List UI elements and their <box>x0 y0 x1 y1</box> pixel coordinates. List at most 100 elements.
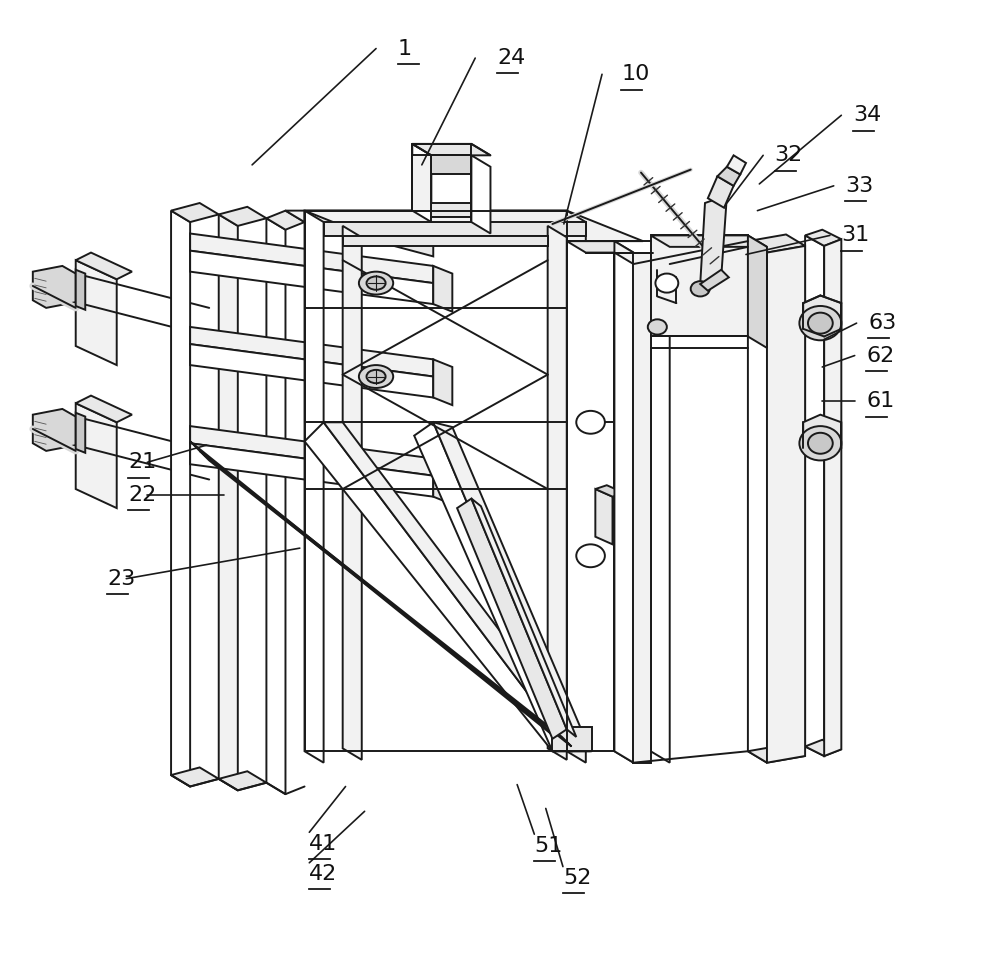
Polygon shape <box>76 412 85 453</box>
Polygon shape <box>651 235 748 337</box>
Polygon shape <box>324 222 586 236</box>
Text: 32: 32 <box>775 146 803 165</box>
Polygon shape <box>414 422 572 751</box>
Polygon shape <box>614 241 633 762</box>
Ellipse shape <box>799 426 841 460</box>
Polygon shape <box>305 211 643 241</box>
Polygon shape <box>552 727 592 751</box>
Polygon shape <box>285 211 567 222</box>
Polygon shape <box>76 252 132 279</box>
Polygon shape <box>190 327 433 377</box>
Polygon shape <box>190 344 433 397</box>
Polygon shape <box>305 211 324 762</box>
Polygon shape <box>805 739 841 756</box>
Polygon shape <box>567 211 586 762</box>
Ellipse shape <box>648 319 667 335</box>
Polygon shape <box>266 211 305 230</box>
Polygon shape <box>266 219 285 794</box>
Polygon shape <box>219 207 266 226</box>
Text: 52: 52 <box>563 868 591 888</box>
Polygon shape <box>190 233 433 283</box>
Polygon shape <box>305 211 433 256</box>
Polygon shape <box>748 234 805 252</box>
Text: 41: 41 <box>309 833 338 854</box>
Text: 33: 33 <box>845 175 873 196</box>
Polygon shape <box>651 235 767 246</box>
Polygon shape <box>471 155 490 233</box>
Text: 61: 61 <box>866 391 894 411</box>
Polygon shape <box>700 196 727 284</box>
Polygon shape <box>433 360 452 405</box>
Polygon shape <box>803 295 841 337</box>
Polygon shape <box>412 144 431 211</box>
Polygon shape <box>324 422 591 751</box>
Polygon shape <box>76 269 85 310</box>
Text: 10: 10 <box>621 64 649 84</box>
Text: 22: 22 <box>128 484 156 504</box>
Polygon shape <box>700 269 729 291</box>
Polygon shape <box>219 771 266 790</box>
Polygon shape <box>748 744 805 762</box>
Ellipse shape <box>576 545 605 567</box>
Ellipse shape <box>691 281 710 296</box>
Polygon shape <box>433 266 452 312</box>
Polygon shape <box>805 230 841 246</box>
Polygon shape <box>633 252 651 762</box>
Polygon shape <box>171 767 219 786</box>
Ellipse shape <box>359 365 393 388</box>
Polygon shape <box>33 266 76 308</box>
Ellipse shape <box>576 410 605 433</box>
Polygon shape <box>824 239 841 756</box>
Polygon shape <box>431 218 471 222</box>
Polygon shape <box>567 241 614 751</box>
Polygon shape <box>412 144 490 155</box>
Polygon shape <box>412 144 431 222</box>
Polygon shape <box>651 252 670 762</box>
Polygon shape <box>219 215 238 790</box>
Polygon shape <box>190 426 433 476</box>
Polygon shape <box>76 260 117 365</box>
Polygon shape <box>767 246 805 762</box>
Polygon shape <box>548 226 567 760</box>
Text: 24: 24 <box>497 48 525 68</box>
Ellipse shape <box>367 276 386 290</box>
Ellipse shape <box>799 306 841 340</box>
Text: 42: 42 <box>309 864 338 884</box>
Polygon shape <box>76 403 117 508</box>
Polygon shape <box>614 252 633 762</box>
Polygon shape <box>76 396 132 422</box>
Polygon shape <box>727 155 746 175</box>
Polygon shape <box>190 443 433 497</box>
Polygon shape <box>33 409 76 451</box>
Polygon shape <box>200 451 572 746</box>
Polygon shape <box>748 235 767 348</box>
Text: 1: 1 <box>398 38 412 58</box>
Polygon shape <box>595 489 613 545</box>
Text: 62: 62 <box>866 345 894 365</box>
Polygon shape <box>433 422 591 751</box>
Polygon shape <box>457 499 567 738</box>
Polygon shape <box>708 176 734 208</box>
Text: 34: 34 <box>853 105 881 126</box>
Polygon shape <box>171 203 219 222</box>
Text: 23: 23 <box>107 569 135 589</box>
Polygon shape <box>803 414 841 456</box>
Polygon shape <box>595 485 624 497</box>
Ellipse shape <box>655 273 678 292</box>
Text: 51: 51 <box>534 835 563 855</box>
Polygon shape <box>431 155 471 175</box>
Polygon shape <box>190 250 433 304</box>
Ellipse shape <box>808 433 833 454</box>
Text: 21: 21 <box>128 453 156 473</box>
Polygon shape <box>305 422 572 751</box>
Text: 63: 63 <box>868 314 896 333</box>
Polygon shape <box>471 499 576 737</box>
Text: 31: 31 <box>841 225 870 246</box>
Polygon shape <box>190 441 552 735</box>
Ellipse shape <box>359 271 393 294</box>
Polygon shape <box>717 167 740 186</box>
Ellipse shape <box>808 313 833 334</box>
Polygon shape <box>431 203 471 218</box>
Polygon shape <box>171 211 190 786</box>
Polygon shape <box>805 235 824 756</box>
